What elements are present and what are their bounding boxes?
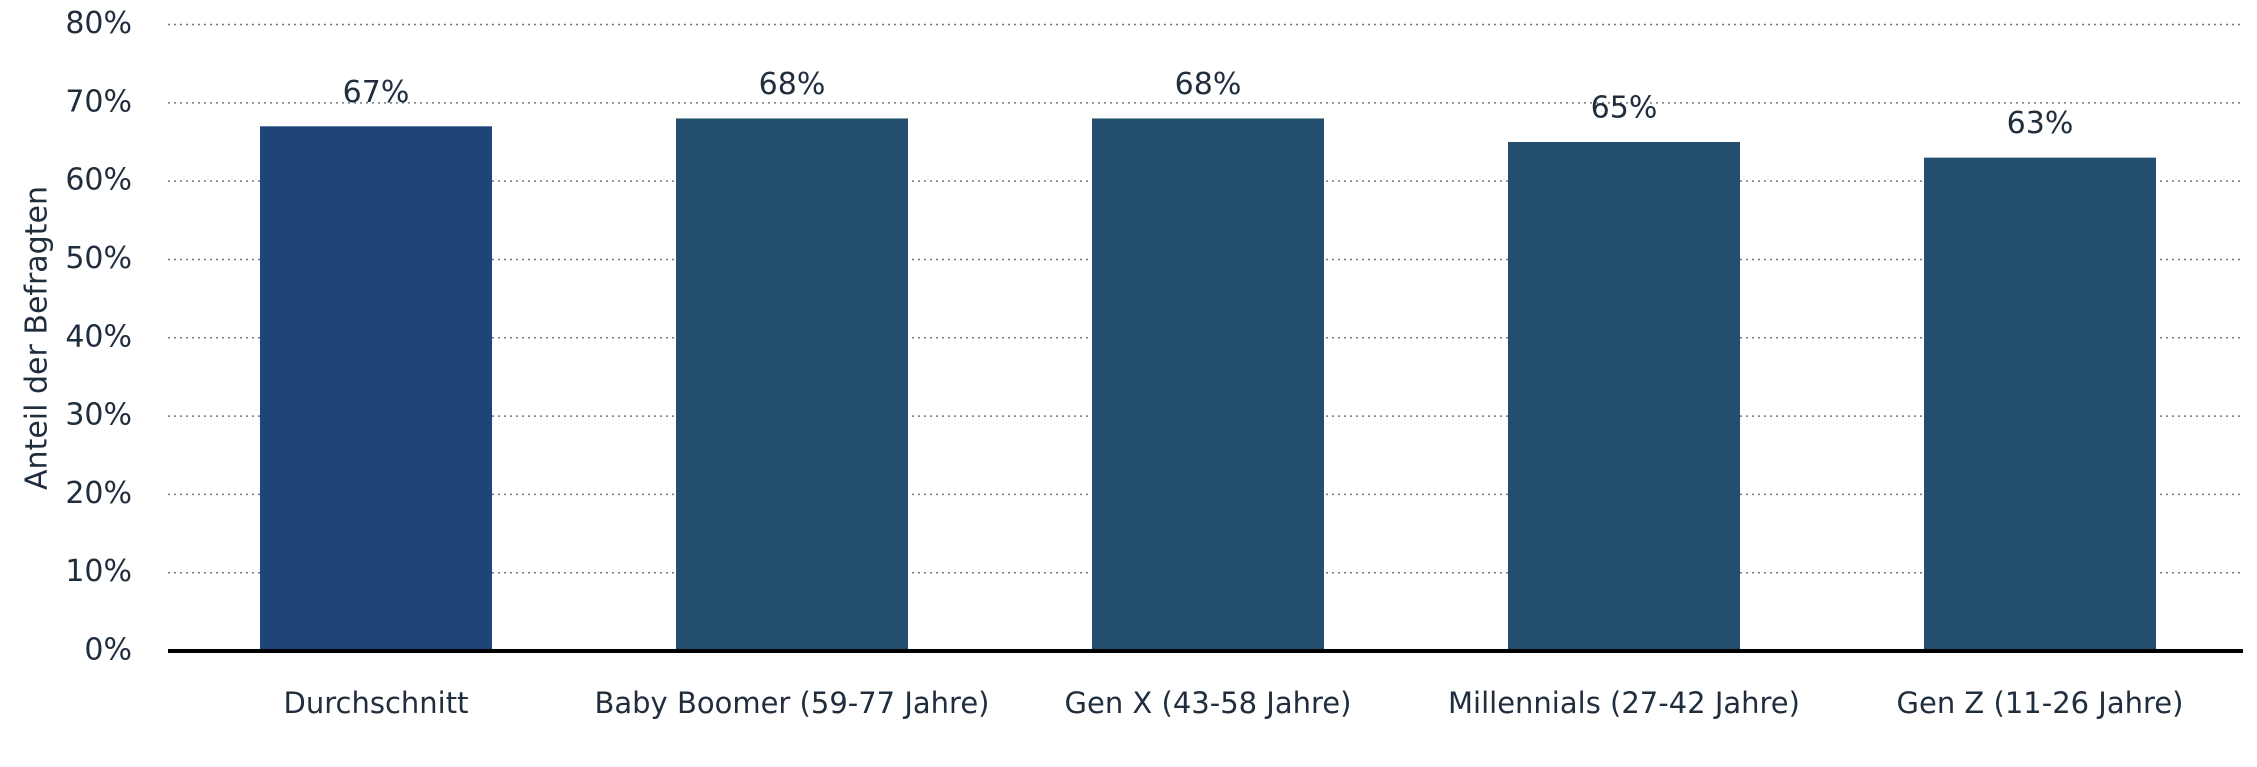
y-tick-label: 80% (65, 6, 132, 41)
x-tick-label: Gen Z (11-26 Jahre) (1896, 686, 2184, 720)
y-tick-label: 40% (65, 319, 132, 354)
y-tick-label: 0% (84, 633, 132, 668)
y-tick-label: 70% (65, 84, 132, 119)
value-label: 67% (343, 75, 410, 110)
y-tick-label: 50% (65, 241, 132, 276)
y-tick-label: 60% (65, 163, 132, 198)
x-tick-label: Gen X (43-58 Jahre) (1064, 686, 1352, 720)
bar (1092, 118, 1324, 652)
value-label: 68% (759, 67, 826, 102)
value-label: 68% (1175, 67, 1242, 102)
value-label: 63% (2007, 106, 2074, 141)
value-label: 65% (1591, 90, 1658, 125)
x-tick-label: Baby Boomer (59-77 Jahre) (594, 686, 990, 720)
y-tick-label: 20% (65, 476, 132, 511)
y-axis-label: Anteil der Befragten (20, 186, 55, 490)
bar (1508, 141, 1740, 651)
x-tick-label: Millennials (27-42 Jahre) (1448, 686, 1800, 720)
y-tick-label: 10% (65, 554, 132, 589)
bar (1924, 157, 2156, 651)
x-tick-label: Durchschnitt (283, 686, 469, 720)
y-tick-label: 30% (65, 398, 132, 433)
bar (260, 126, 492, 651)
bar (676, 118, 908, 652)
